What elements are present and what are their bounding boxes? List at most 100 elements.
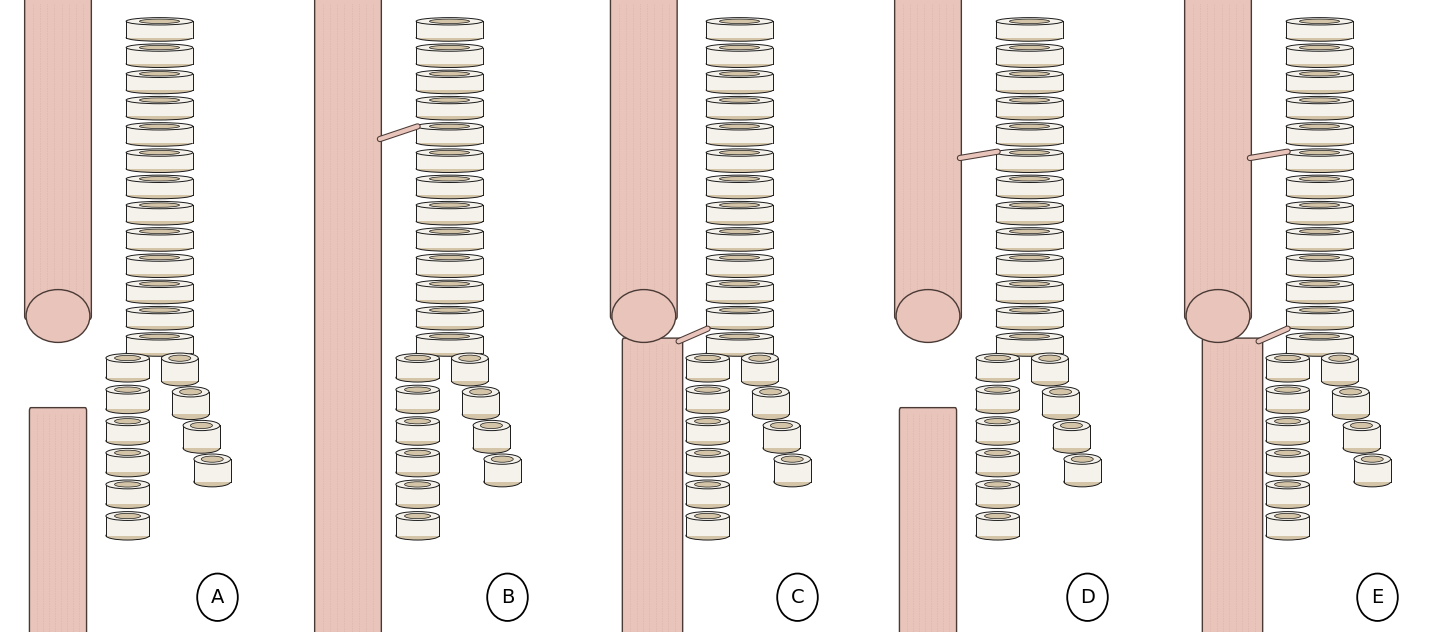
Ellipse shape (106, 436, 149, 446)
Ellipse shape (139, 282, 180, 286)
Ellipse shape (706, 323, 773, 330)
Ellipse shape (139, 308, 180, 312)
Bar (161, 358, 199, 380)
Ellipse shape (686, 531, 729, 540)
Ellipse shape (1275, 355, 1301, 361)
Ellipse shape (612, 289, 676, 343)
Ellipse shape (985, 418, 1011, 424)
Ellipse shape (996, 97, 1063, 104)
Ellipse shape (1009, 19, 1050, 23)
Ellipse shape (429, 255, 470, 260)
Bar (1286, 205, 1353, 221)
Ellipse shape (1266, 354, 1309, 362)
Ellipse shape (1299, 46, 1340, 50)
Bar (1286, 74, 1353, 90)
Ellipse shape (996, 165, 1063, 173)
Ellipse shape (996, 307, 1063, 313)
Bar (416, 47, 483, 64)
FancyBboxPatch shape (29, 408, 87, 632)
Bar (996, 179, 1063, 195)
Ellipse shape (719, 98, 760, 102)
Ellipse shape (706, 202, 773, 209)
Ellipse shape (996, 296, 1063, 304)
Bar (996, 336, 1063, 353)
Ellipse shape (458, 355, 481, 362)
Bar (996, 310, 1063, 326)
FancyBboxPatch shape (315, 0, 381, 632)
Ellipse shape (996, 60, 1063, 68)
Ellipse shape (976, 373, 1019, 382)
Ellipse shape (194, 454, 231, 465)
Ellipse shape (706, 349, 773, 356)
Ellipse shape (396, 385, 439, 394)
Ellipse shape (1299, 19, 1340, 23)
Ellipse shape (115, 355, 141, 361)
Ellipse shape (106, 531, 149, 540)
Ellipse shape (139, 98, 180, 102)
Ellipse shape (416, 34, 483, 41)
Ellipse shape (896, 289, 960, 343)
Ellipse shape (719, 46, 760, 50)
Ellipse shape (996, 112, 1063, 120)
Bar (996, 258, 1063, 274)
Ellipse shape (405, 513, 431, 519)
Ellipse shape (416, 97, 483, 104)
Ellipse shape (1038, 355, 1061, 362)
Bar (416, 336, 483, 353)
Ellipse shape (126, 280, 193, 288)
Ellipse shape (126, 112, 193, 120)
Ellipse shape (976, 480, 1019, 489)
Bar (996, 205, 1063, 221)
Bar (126, 47, 193, 64)
Ellipse shape (706, 244, 773, 252)
Ellipse shape (985, 355, 1011, 361)
Ellipse shape (416, 349, 483, 356)
Ellipse shape (706, 70, 773, 78)
Ellipse shape (976, 385, 1019, 394)
Text: B: B (500, 588, 515, 607)
Bar (1266, 485, 1309, 504)
Ellipse shape (161, 353, 199, 363)
Ellipse shape (996, 34, 1063, 41)
Ellipse shape (996, 44, 1063, 51)
Ellipse shape (1333, 387, 1369, 397)
Ellipse shape (173, 410, 209, 420)
Ellipse shape (1064, 477, 1101, 487)
Ellipse shape (139, 150, 180, 155)
Ellipse shape (168, 355, 191, 362)
Ellipse shape (1286, 18, 1353, 25)
Ellipse shape (126, 18, 193, 25)
Ellipse shape (126, 97, 193, 104)
Bar (741, 358, 779, 380)
Ellipse shape (1286, 97, 1353, 104)
Bar (1266, 421, 1309, 441)
Ellipse shape (396, 500, 439, 508)
Bar (686, 358, 729, 377)
Ellipse shape (706, 18, 773, 25)
Ellipse shape (173, 387, 209, 397)
Ellipse shape (416, 175, 483, 183)
Ellipse shape (976, 500, 1019, 508)
Ellipse shape (416, 44, 483, 51)
Bar (706, 100, 773, 116)
Ellipse shape (985, 513, 1011, 519)
Bar (686, 389, 729, 410)
Bar (416, 100, 483, 116)
Bar (976, 358, 1019, 377)
Ellipse shape (1064, 454, 1101, 465)
Bar (996, 47, 1063, 64)
Ellipse shape (1031, 375, 1069, 386)
Bar (1031, 358, 1069, 380)
Ellipse shape (126, 202, 193, 209)
Bar (996, 152, 1063, 169)
Ellipse shape (1286, 254, 1353, 261)
Bar (106, 421, 149, 441)
Ellipse shape (1357, 574, 1398, 621)
Ellipse shape (763, 420, 800, 430)
Bar (1266, 453, 1309, 473)
Ellipse shape (396, 468, 439, 477)
Ellipse shape (706, 307, 773, 313)
Ellipse shape (139, 255, 180, 260)
Ellipse shape (774, 477, 811, 487)
Ellipse shape (719, 150, 760, 155)
